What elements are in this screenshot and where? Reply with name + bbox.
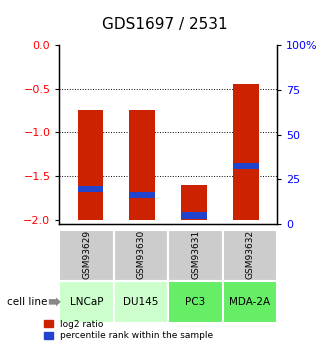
Bar (129, 192, 155, 198)
Bar (78, 186, 104, 192)
Text: cell line: cell line (7, 297, 47, 307)
Text: GSM93630: GSM93630 (137, 229, 146, 279)
Bar (233, 84, 259, 220)
Text: GSM93632: GSM93632 (246, 230, 254, 279)
Text: PC3: PC3 (185, 297, 206, 307)
Text: DU145: DU145 (123, 297, 159, 307)
Bar (129, 110, 155, 220)
Text: GDS1697 / 2531: GDS1697 / 2531 (102, 17, 228, 32)
Text: GSM93631: GSM93631 (191, 229, 200, 279)
Bar (181, 213, 207, 219)
Bar (78, 110, 104, 220)
Text: MDA-2A: MDA-2A (229, 297, 271, 307)
Text: LNCaP: LNCaP (70, 297, 103, 307)
Bar (181, 185, 207, 220)
Bar (233, 162, 259, 169)
Text: GSM93629: GSM93629 (82, 230, 91, 279)
Legend: log2 ratio, percentile rank within the sample: log2 ratio, percentile rank within the s… (44, 320, 214, 341)
